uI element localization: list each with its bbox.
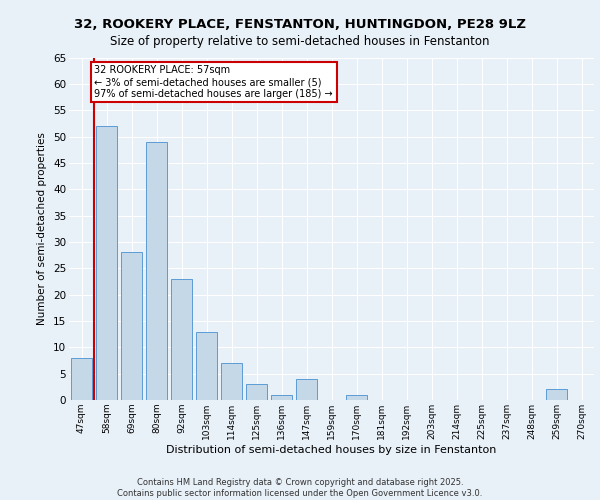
Bar (71, 358, 92, 400)
Text: 32 ROOKERY PLACE: 57sqm
← 3% of semi-detached houses are smaller (5)
97% of semi: 32 ROOKERY PLACE: 57sqm ← 3% of semi-det… (95, 66, 333, 98)
Bar (246, 384, 267, 400)
Y-axis label: Number of semi-detached properties: Number of semi-detached properties (37, 132, 47, 325)
Bar (271, 394, 292, 400)
Text: 32, ROOKERY PLACE, FENSTANTON, HUNTINGDON, PE28 9LZ: 32, ROOKERY PLACE, FENSTANTON, HUNTINGDO… (74, 18, 526, 30)
Bar (546, 390, 567, 400)
Bar (221, 363, 242, 400)
Bar (171, 279, 192, 400)
Bar (96, 126, 117, 400)
Bar (296, 379, 317, 400)
X-axis label: Distribution of semi-detached houses by size in Fenstanton: Distribution of semi-detached houses by … (166, 444, 497, 454)
Bar (346, 394, 367, 400)
Text: Size of property relative to semi-detached houses in Fenstanton: Size of property relative to semi-detach… (110, 35, 490, 48)
Text: Contains HM Land Registry data © Crown copyright and database right 2025.
Contai: Contains HM Land Registry data © Crown c… (118, 478, 482, 498)
Bar (121, 252, 142, 400)
Bar (196, 332, 217, 400)
Bar (146, 142, 167, 400)
